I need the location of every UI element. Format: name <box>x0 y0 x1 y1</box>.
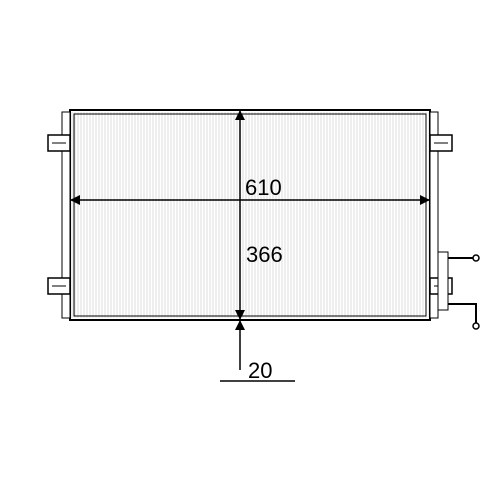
core-outer <box>70 110 430 320</box>
core-inner <box>74 114 426 316</box>
port-lower <box>448 304 476 326</box>
dim-depth-label: 20 <box>248 358 272 383</box>
port-manifold <box>438 252 448 310</box>
core-fins <box>72 112 429 318</box>
condenser-drawing: 610 366 20 <box>0 0 500 500</box>
dim-width-label: 610 <box>245 175 282 200</box>
dim-height-label: 366 <box>246 242 283 267</box>
